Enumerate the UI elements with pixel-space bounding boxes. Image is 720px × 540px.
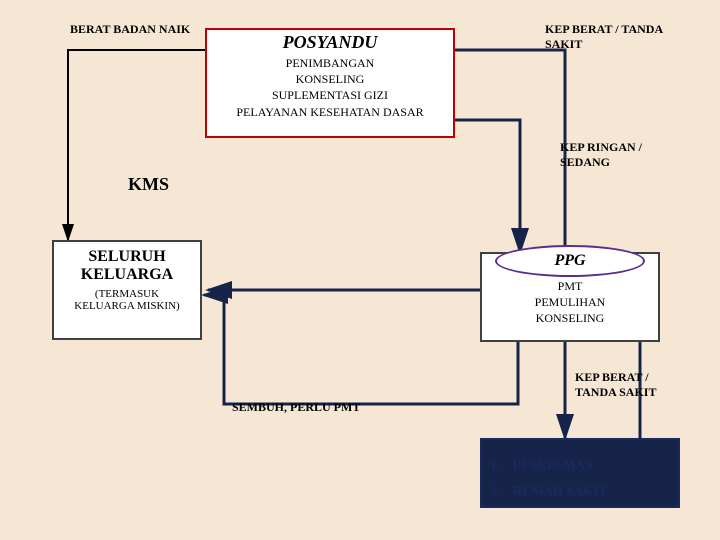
posyandu-box: POSYANDU PENIMBANGANKONSELINGSUPLEMENTAS…: [205, 28, 455, 138]
seluruh-keluarga-box: SELURUHKELUARGA (TERMASUKKELUARGA MISKIN…: [52, 240, 202, 340]
puskesmas-lines: 1. PUSKESMAS2. RUMAH SAKIT: [482, 440, 678, 516]
label-berat-badan-naik: BERAT BADAN NAIK: [70, 22, 190, 37]
puskesmas-box: 1. PUSKESMAS2. RUMAH SAKIT: [480, 438, 680, 508]
ppg-title: PPG: [554, 252, 585, 270]
ppg-title-oval: PPG: [495, 245, 645, 277]
seluruh-title: SELURUHKELUARGA: [54, 242, 200, 284]
label-kep-berat-1: KEP BERAT / TANDASAKIT: [545, 22, 663, 52]
label-kms: KMS: [128, 174, 169, 195]
seluruh-subtitle: (TERMASUKKELUARGA MISKIN): [54, 284, 200, 312]
label-kep-ringan: KEP RINGAN /SEDANG: [560, 140, 642, 170]
posyandu-lines: PENIMBANGANKONSELINGSUPLEMENTASI GIZIPEL…: [207, 55, 453, 120]
posyandu-title: POSYANDU: [207, 30, 453, 55]
label-kep-berat-2: KEP BERAT /TANDA SAKIT: [575, 370, 656, 400]
label-sembuh: SEMBUH, PERLU PMT: [232, 400, 360, 415]
